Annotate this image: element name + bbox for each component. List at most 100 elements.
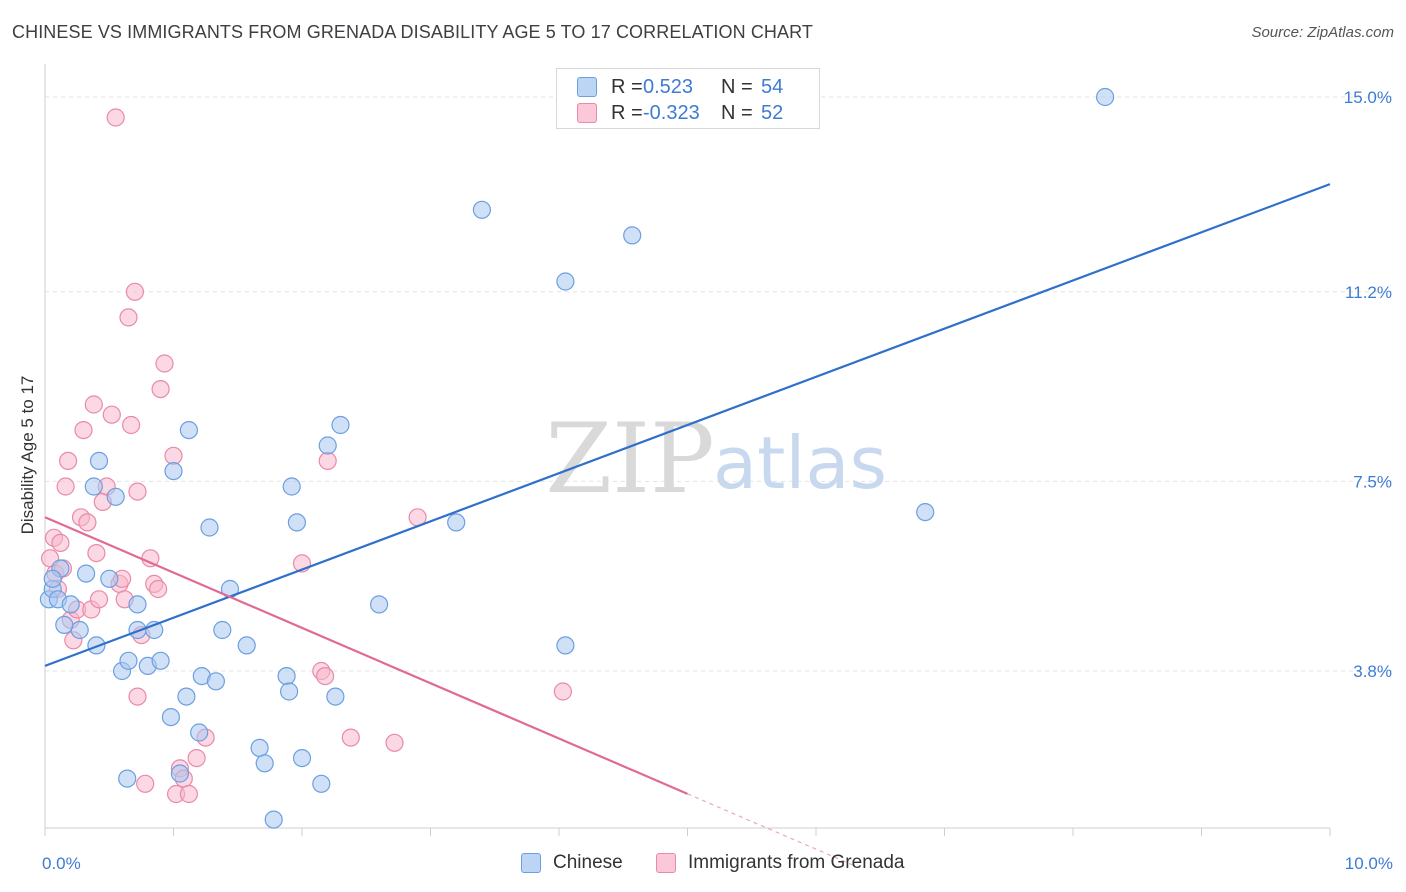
chinese-point-25 [200, 518, 219, 537]
chinese-point-20 [164, 462, 183, 481]
chinese-point-10 [106, 487, 125, 506]
chinese-point-46 [556, 636, 575, 655]
grenada-point-27 [125, 282, 144, 301]
chinese-point-6 [76, 564, 96, 583]
r-label: R = [611, 75, 643, 98]
grenada-point-46 [316, 666, 335, 686]
grenada-point-30 [128, 687, 147, 706]
chinese-trend-line [44, 183, 1331, 667]
chinese-point-19 [161, 707, 180, 727]
chinese-point-23 [190, 723, 209, 742]
grenada-point-25 [119, 308, 138, 327]
chinese-point-29 [237, 636, 256, 655]
grenada-swatch-icon [656, 853, 676, 873]
grenada-point-34 [149, 579, 168, 599]
chinese-point-37 [292, 748, 312, 768]
r-value: 0.523 [643, 75, 694, 98]
grenada-point-7 [58, 451, 78, 470]
grenada-point-42 [187, 748, 206, 768]
chinese-point-30 [250, 738, 269, 758]
chinese-point-9 [100, 569, 119, 588]
grid-lines [45, 96, 1392, 672]
series-legend: Chinese Immigrants from Grenada [0, 852, 1406, 876]
chinese-point-4 [61, 595, 80, 614]
grenada-point-26 [122, 415, 141, 435]
axes [44, 64, 1331, 836]
r-label: R = [611, 101, 643, 124]
chinese-point-41 [331, 415, 350, 435]
chinese-point-47 [623, 226, 642, 245]
chinese-point-11 [84, 477, 103, 496]
grenada-point-13 [78, 513, 97, 532]
grenada-point-15 [84, 395, 103, 414]
grenada-trend-extension [687, 793, 855, 867]
chinese-point-43 [447, 513, 466, 532]
grenada-trend-line [44, 516, 688, 795]
chinese-point-40 [326, 687, 345, 706]
grenada-point-4 [51, 533, 70, 553]
x-tick-label-1: 10.0% [1345, 854, 1393, 873]
grenada-swatch-icon [577, 103, 597, 123]
grenada-point-49 [385, 733, 404, 752]
legend-label: Immigrants from Grenada [688, 852, 905, 873]
chinese-point-26 [206, 672, 225, 691]
chinese-point-49 [1095, 87, 1115, 107]
tick-labels: 3.8% 7.5% 11.2% 15.0% 0.0% 10.0% [42, 88, 1393, 873]
chinese-point-18 [151, 651, 170, 670]
chinese-point-52 [55, 615, 74, 635]
n-label: N = [721, 75, 753, 98]
grenada-point-51 [553, 682, 573, 701]
chinese-point-34 [280, 682, 299, 701]
grenada-point-28 [128, 482, 147, 501]
grenada-point-48 [341, 728, 360, 747]
grenada-point-12 [74, 421, 93, 440]
y-tick-label-3: 15.0% [1344, 88, 1392, 107]
chinese-point-21 [177, 687, 196, 706]
y-tick-label-1: 7.5% [1353, 472, 1392, 491]
stats-row-chinese: R = 0.523 N = 54 [577, 74, 783, 100]
stats-legend: R = 0.523 N = 54 R = -0.323 N = 52 [556, 68, 820, 129]
grenada-point-6 [56, 477, 75, 496]
chinese-point-8 [89, 451, 109, 470]
y-tick-label-2: 11.2% [1345, 283, 1392, 302]
y-tick-label-0: 3.8% [1353, 662, 1392, 681]
grenada-point-41 [179, 784, 198, 804]
chinese-point-53 [43, 569, 62, 588]
chinese-point-44 [472, 200, 491, 219]
grenada-point-37 [164, 446, 183, 465]
stats-row-grenada: R = -0.323 N = 52 [577, 100, 783, 126]
chinese-point-13 [119, 651, 138, 670]
grenada-point-47 [318, 451, 337, 470]
chinese-point-39 [318, 436, 337, 455]
chinese-point-32 [264, 810, 283, 829]
chinese-point-7 [87, 636, 106, 655]
data-points [39, 87, 1115, 829]
grenada-point-36 [155, 354, 174, 373]
legend-label: Chinese [553, 852, 623, 873]
chinese-swatch-icon [521, 853, 541, 873]
grenada-point-35 [151, 380, 170, 399]
grenada-point-20 [102, 405, 121, 424]
n-label: N = [721, 101, 753, 124]
grenada-point-31 [136, 774, 155, 793]
chinese-point-35 [282, 477, 301, 496]
y-axis-label: Disability Age 5 to 17 [18, 375, 37, 535]
chinese-point-48 [916, 502, 935, 522]
watermark-zip: ZIP [545, 403, 714, 515]
chinese-point-15 [128, 595, 147, 614]
grenada-point-21 [106, 108, 125, 127]
r-value: -0.323 [643, 101, 700, 124]
chinese-point-22 [179, 421, 198, 440]
chinese-point-31 [255, 754, 274, 773]
grenada-point-16 [87, 543, 106, 563]
legend-item-grenada: Immigrants from Grenada [656, 852, 904, 874]
legend-item-chinese: Chinese [521, 852, 623, 874]
x-tick-label-0: 0.0% [42, 854, 81, 873]
source-credit: Source: ZipAtlas.com [1251, 24, 1394, 41]
chinese-point-38 [312, 774, 331, 793]
watermark: ZIP atlas [545, 403, 887, 515]
chinese-swatch-icon [577, 77, 597, 97]
watermark-atlas: atlas [713, 421, 887, 505]
trend-lines [44, 183, 1331, 867]
